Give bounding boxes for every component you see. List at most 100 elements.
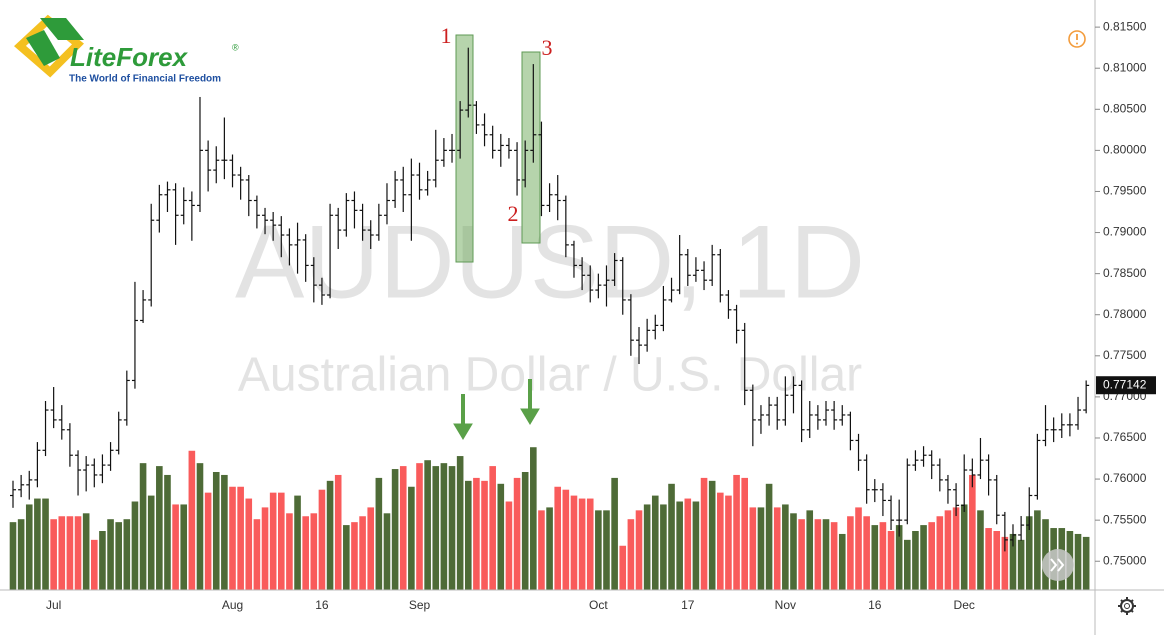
volume-bar [196,463,204,590]
volume-bar [855,507,862,590]
volume-bar [513,477,521,590]
y-tick-label: 0.79500 [1103,184,1147,198]
volume-bar [115,522,122,590]
logo-name: LiteForex [70,42,189,72]
volume-bar [586,498,594,590]
volume-bar [952,507,960,590]
volume-bar [416,463,423,590]
volume-bar [367,507,375,590]
volume-bar [1025,516,1033,590]
volume-bar [554,486,562,590]
volume-bar [895,525,903,590]
y-tick-label: 0.76500 [1103,430,1147,444]
volume-bar [1082,536,1090,590]
logo-registered: ® [232,42,239,52]
volume-bar [172,504,179,590]
volume-bar [91,539,98,590]
volume-bar [643,504,651,590]
volume-bar [733,474,740,590]
gear-hub [1124,603,1130,609]
volume-layer [9,447,1090,590]
volume-bar [34,498,41,590]
volume-bar [790,513,797,590]
volume-bar [497,483,505,590]
logo-mark [40,18,84,40]
alert-circle[interactable] [1068,30,1086,48]
volume-bar [578,498,586,590]
volume-bar [326,480,334,590]
volume-bar [351,522,358,590]
volume-bar [489,466,496,590]
volume-bar [164,474,171,590]
volume-bar [343,525,350,590]
volume-bar [1009,533,1017,590]
volume-bar [334,474,342,590]
x-tick-label: 16 [315,598,329,612]
logo-tagline: The World of Financial Freedom [69,74,221,85]
volume-bar [147,495,155,590]
volume-bar [985,528,992,590]
volume-bar [302,516,309,590]
volume-bar [668,483,675,590]
volume-bar [741,477,748,590]
volume-bar [782,504,789,590]
alert-icon[interactable] [1068,30,1086,48]
volume-bar [887,531,895,590]
annotation: 2 [508,201,519,226]
settings-icon[interactable] [1118,597,1136,615]
volume-bar [530,447,537,590]
volume-bar [700,477,708,590]
volume-bar [505,501,513,590]
volume-bar [481,480,488,590]
volume-bar [904,539,911,590]
volume-bar [822,519,830,590]
volume-bar [773,507,781,590]
volume-bar [684,498,692,590]
volume-bar [1001,536,1009,590]
scroll-circle[interactable] [1042,549,1074,581]
volume-bar [180,504,188,590]
last-price-label: 0.77142 [1103,377,1147,391]
y-tick-label: 0.75000 [1103,553,1147,567]
volume-bar [131,501,139,590]
scroll-button[interactable] [1042,549,1074,581]
volume-bar [269,492,277,590]
volume-bar [928,522,935,590]
volume-bar [879,522,887,590]
volume-bar [188,450,196,590]
volume-bar [717,492,724,590]
volume-bar [107,519,114,590]
volume-bar [798,519,805,590]
volume-bar [969,474,976,590]
volume-bar [538,510,545,590]
volume-bar [448,466,456,590]
volume-bar [66,516,74,590]
volume-bar [99,531,106,590]
volume-bar [456,456,464,590]
volume-bar [432,466,440,590]
volume-bar [619,545,627,590]
chevron [1050,558,1058,572]
volume-bar [635,510,643,590]
volume-bar [383,513,391,590]
volume-bar [765,483,773,590]
volume-bar [1042,519,1049,590]
volume-bar [627,519,635,590]
volume-bar [123,519,131,590]
volume-bar [521,472,529,590]
watermark-symbol: AUDUSD, 1D [235,204,865,320]
volume-bar [25,504,33,590]
volume-bar [253,519,261,590]
volume-bar [960,504,968,590]
volume-bar [139,463,147,590]
volume-bar [359,516,366,590]
volume-bar [286,513,293,590]
watermark-name: Australian Dollar / U.S. Dollar [238,349,862,402]
volume-bar [399,466,407,590]
y-tick-label: 0.80500 [1103,101,1147,115]
volume-bar [212,472,220,590]
y-tick-label: 0.80000 [1103,143,1147,157]
volume-bar [237,486,244,590]
volume-bar [725,495,732,590]
